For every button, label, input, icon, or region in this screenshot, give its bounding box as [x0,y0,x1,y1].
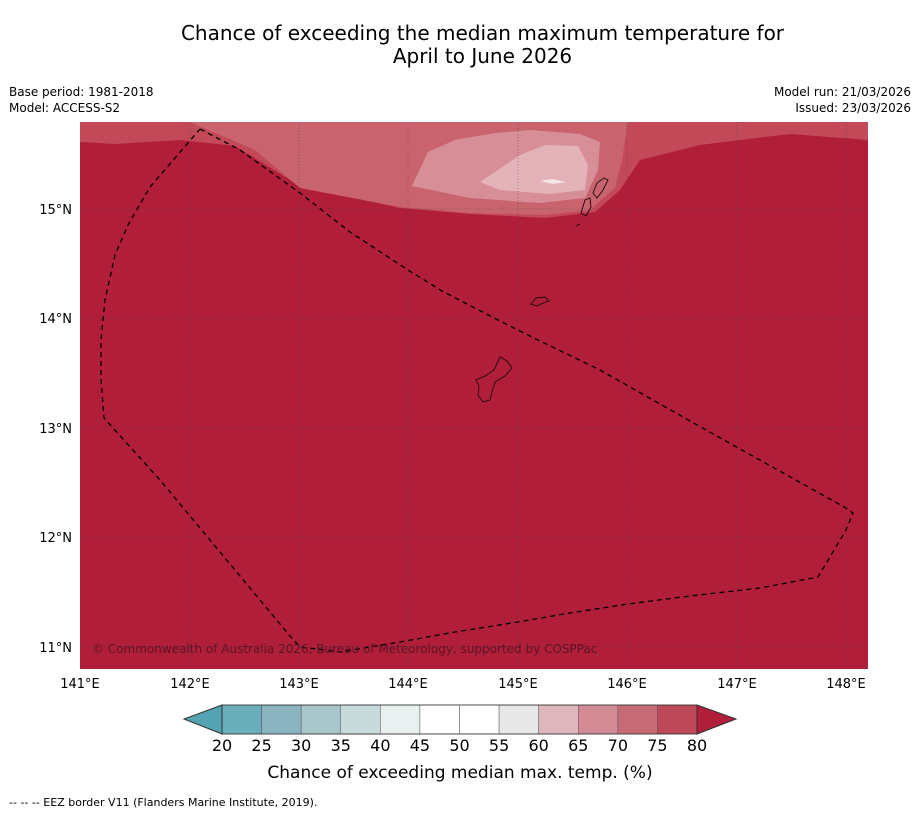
latitude-label: 12°N [39,531,72,546]
colorbar-tick-label: 40 [370,736,390,755]
longitude-label: 143°E [279,677,319,692]
colorbar-tick-label: 45 [410,736,430,755]
colorbar-tick-label: 50 [449,736,469,755]
colorbar-segment [419,704,460,735]
rota-outline [530,296,550,307]
colorbar-tick-label: 80 [687,736,707,755]
issue-info: Model run: 21/03/2026 Issued: 23/03/2026 [774,84,911,116]
longitude-label: 144°E [388,677,428,692]
latitude-label: 13°N [39,422,72,437]
colorbar-tick-labels: 20 25 30 35 40 45 50 55 60 65 70 75 80 [212,736,707,755]
colorbar: 20 25 30 35 40 45 50 55 60 65 70 75 80 Chance of exc… [182,704,738,783]
latitude-label: 11°N [39,641,72,656]
colorbar-tick-label: 25 [251,736,271,755]
colorbar-segment [380,704,421,735]
guam-outline [475,356,513,403]
longitude-label: 141°E [60,677,100,692]
gridlines [80,122,868,669]
longitude-label: 148°E [826,677,866,692]
colorbar-frame [221,704,698,735]
colorbar-segment [657,704,698,735]
colorbar-tick-label: 75 [647,736,667,755]
map-area [80,122,868,669]
colorbar-tick-label: 70 [608,736,628,755]
colorbar-segment [459,704,500,735]
longitude-label: 145°E [498,677,538,692]
latitude-label: 14°N [39,312,72,327]
colorbar-segment [617,704,658,735]
colorbar-segment [300,704,341,735]
longitude-label: 147°E [717,677,757,692]
colorbar-tick-label: 60 [528,736,548,755]
longitude-label: 142°E [170,677,210,692]
colorbar-tick-label: 65 [568,736,588,755]
colorbar-segment [221,704,262,735]
latitude-label: 15°N [39,203,72,218]
eez-legend-note: -- -- -- EEZ border V11 (Flanders Marine… [9,796,318,809]
colorbar-segment [261,704,302,735]
longitude-labels: 141°E 142°E 143°E 144°E 145°E 146°E 147°E 148°E [60,677,866,692]
chart-title: Chance of exceeding the median maximum t… [180,21,785,68]
colorbar-segment [538,704,579,735]
copyright-notice: © Commonwealth of Australia 2026, Bureau… [92,642,597,656]
colorbar-tick-label: 20 [212,736,232,755]
tinian-outline [580,197,592,217]
probability-band-55 [540,179,566,184]
model-name-text: Model: ACCESS-S2 [9,101,121,115]
latitude-labels: 15°N 14°N 13°N 12°N 11°N [39,203,72,656]
saipan-outline [592,177,609,199]
colorbar-segment [340,704,381,735]
colorbar-segment [578,704,619,735]
aguijan-outline [575,223,581,227]
colorbar-under-arrow [182,704,223,735]
eez-border [100,128,854,653]
colorbar-tick-label: 35 [331,736,351,755]
colorbar-tick-label: 55 [489,736,509,755]
colorbar-segments [221,704,698,735]
colorbar-over-arrow [696,704,738,735]
longitude-label: 146°E [607,677,647,692]
colorbar-label: Chance of exceeding median max. temp. (%… [267,763,652,783]
base-period-text: Base period: 1981-2018 [9,85,154,99]
model-run-text: Model run: 21/03/2026 [773,85,911,99]
colorbar-segment [498,704,539,735]
islands [475,177,609,403]
colorbar-tick-label: 30 [291,736,311,755]
issued-date-text: Issued: 23/03/2026 [795,101,911,115]
model-info: Base period: 1981-2018 Model: ACCESS-S2 [9,84,154,116]
